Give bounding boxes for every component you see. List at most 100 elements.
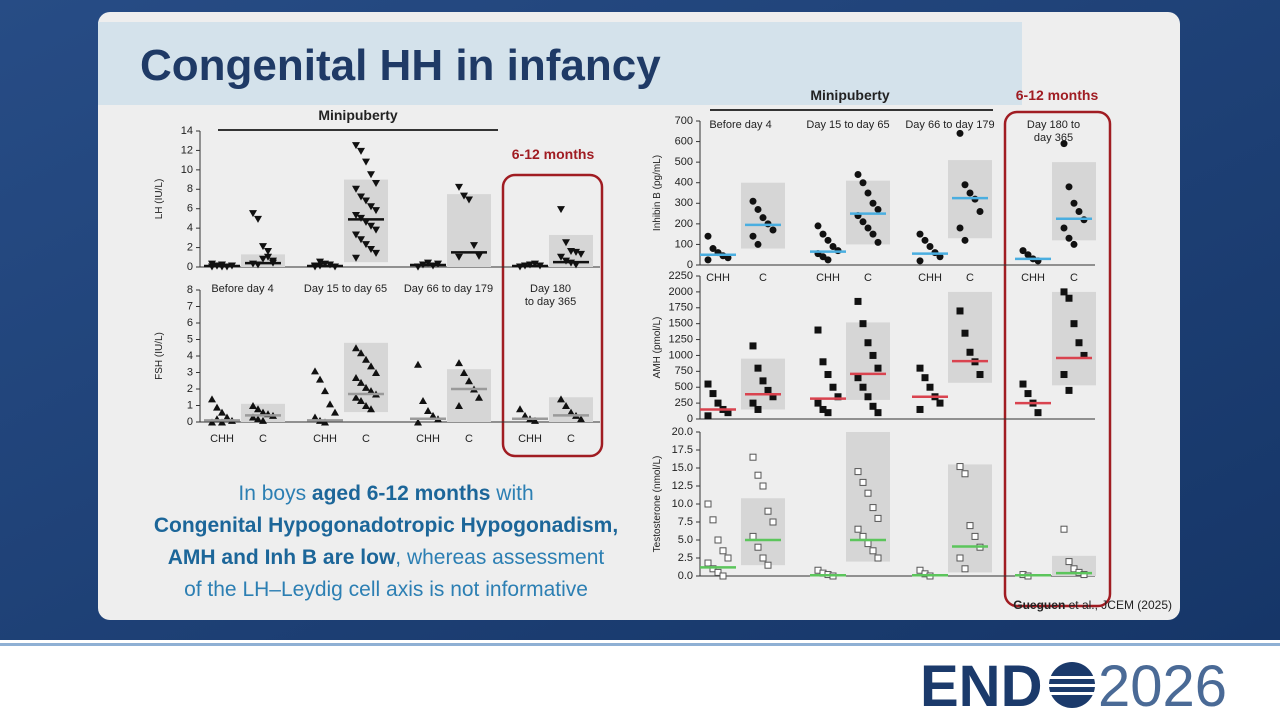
range-box (344, 342, 388, 413)
data-point (859, 532, 867, 540)
data-point (869, 351, 877, 359)
data-point (769, 393, 777, 401)
citation-segment: Gueguen (1013, 598, 1065, 612)
highlight-label: 6-12 months (1016, 87, 1099, 103)
slide-title: Congenital HH in infancy (140, 41, 661, 90)
y-tick-label: 100 (675, 238, 693, 250)
data-point (1065, 386, 1073, 394)
data-point (352, 231, 360, 239)
data-point (869, 402, 877, 410)
data-point (475, 393, 483, 401)
data-point (704, 256, 712, 264)
data-point (1019, 247, 1027, 255)
x-tick-label: C (864, 272, 872, 284)
data-point (956, 554, 964, 562)
data-point (352, 212, 360, 220)
data-point (259, 243, 267, 251)
data-point (357, 193, 365, 201)
data-point (961, 236, 969, 244)
data-point (331, 408, 339, 416)
data-point (259, 416, 267, 424)
caption-segment: with (490, 482, 533, 505)
data-point (249, 402, 257, 409)
data-point (819, 230, 827, 238)
data-point (764, 386, 772, 394)
data-point (357, 236, 365, 244)
range-box (948, 464, 992, 573)
data-point (326, 400, 334, 408)
data-point (864, 224, 872, 232)
data-point (424, 406, 432, 414)
data-point (819, 405, 827, 413)
data-point (254, 405, 262, 413)
range-box (948, 291, 992, 383)
range-box (741, 498, 785, 566)
data-point (352, 142, 360, 150)
data-point (956, 224, 964, 232)
data-point (714, 399, 722, 407)
data-point (764, 561, 772, 569)
footer-rule (0, 643, 1280, 646)
data-point (754, 543, 762, 551)
data-point (1060, 371, 1068, 379)
data-point (921, 374, 929, 382)
y-tick-label: 12 (181, 144, 193, 156)
y-tick-label: 400 (675, 177, 693, 189)
data-point (1060, 525, 1068, 533)
data-point (769, 226, 777, 234)
data-point (429, 411, 437, 419)
data-point (357, 349, 365, 357)
highlight-box (501, 173, 604, 458)
bracket-label: Minipuberty (318, 107, 398, 123)
data-point (724, 409, 732, 417)
data-point (455, 253, 463, 261)
data-point (956, 307, 964, 315)
data-point (874, 205, 882, 213)
data-point (714, 536, 722, 544)
data-point (311, 367, 319, 375)
data-point (367, 203, 375, 211)
y-tick-label: 0 (687, 413, 693, 425)
y-tick-label: 7 (187, 300, 193, 312)
data-point (357, 397, 365, 405)
data-point (926, 242, 934, 250)
data-point (531, 416, 539, 424)
caption-line: Congenital Hypogonadotropic Hypogonadism… (154, 514, 618, 537)
y-tick-label: 7.5 (678, 516, 693, 528)
data-point (916, 405, 924, 413)
period-label: Day 66 to day 179 (404, 283, 493, 295)
data-point (874, 554, 882, 562)
y-tick-label: 1000 (669, 349, 693, 361)
data-point (557, 253, 565, 261)
data-point (352, 344, 360, 352)
y-tick-label: 0 (687, 259, 693, 271)
logo-text: END (920, 654, 1042, 719)
data-point (372, 179, 380, 187)
data-point (465, 196, 473, 204)
y-tick-label: 2250 (669, 270, 693, 282)
caption-segment: of the LH–Leydig cell axis is not inform… (184, 578, 588, 601)
data-point (874, 514, 882, 522)
data-point (869, 504, 877, 512)
data-point (749, 532, 757, 540)
data-point (357, 378, 365, 386)
y-tick-label: 17.5 (672, 444, 693, 456)
y-axis-title: LH (IU/L) (154, 179, 165, 220)
data-point (362, 402, 370, 409)
data-point (719, 572, 727, 580)
range-box (447, 369, 491, 422)
period-label: Day 15 to day 65 (304, 283, 387, 295)
range-box (447, 194, 491, 267)
data-point (961, 329, 969, 337)
data-point (859, 320, 867, 328)
y-tick-label: 14 (181, 125, 193, 137)
data-point (567, 408, 575, 416)
data-point (749, 197, 757, 205)
data-point (864, 393, 872, 401)
y-tick-label: 6 (187, 317, 193, 329)
data-point (874, 409, 882, 417)
content-panel (98, 12, 1180, 620)
data-point (367, 171, 375, 179)
data-point (1065, 183, 1073, 191)
